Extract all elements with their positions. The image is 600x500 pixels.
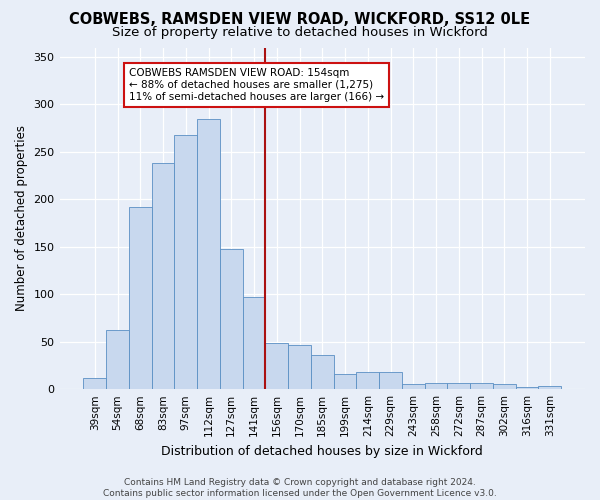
- Bar: [425, 382, 448, 389]
- Bar: [402, 384, 425, 389]
- Bar: [152, 164, 175, 389]
- Bar: [493, 384, 515, 389]
- Bar: [379, 372, 402, 389]
- Bar: [106, 330, 129, 389]
- Bar: [197, 118, 220, 389]
- Bar: [538, 386, 561, 389]
- Text: Contains HM Land Registry data © Crown copyright and database right 2024.
Contai: Contains HM Land Registry data © Crown c…: [103, 478, 497, 498]
- Bar: [265, 342, 288, 389]
- Bar: [242, 297, 265, 389]
- Bar: [334, 374, 356, 389]
- Bar: [515, 388, 538, 389]
- Bar: [470, 384, 493, 389]
- Bar: [129, 207, 152, 389]
- Bar: [311, 355, 334, 389]
- Text: Size of property relative to detached houses in Wickford: Size of property relative to detached ho…: [112, 26, 488, 39]
- Bar: [288, 344, 311, 389]
- Text: COBWEBS, RAMSDEN VIEW ROAD, WICKFORD, SS12 0LE: COBWEBS, RAMSDEN VIEW ROAD, WICKFORD, SS…: [70, 12, 530, 28]
- Bar: [83, 378, 106, 389]
- Bar: [220, 248, 242, 389]
- Bar: [356, 372, 379, 389]
- Text: COBWEBS RAMSDEN VIEW ROAD: 154sqm
← 88% of detached houses are smaller (1,275)
1: COBWEBS RAMSDEN VIEW ROAD: 154sqm ← 88% …: [129, 68, 384, 102]
- Bar: [448, 382, 470, 389]
- X-axis label: Distribution of detached houses by size in Wickford: Distribution of detached houses by size …: [161, 444, 483, 458]
- Y-axis label: Number of detached properties: Number of detached properties: [15, 126, 28, 312]
- Bar: [175, 135, 197, 389]
